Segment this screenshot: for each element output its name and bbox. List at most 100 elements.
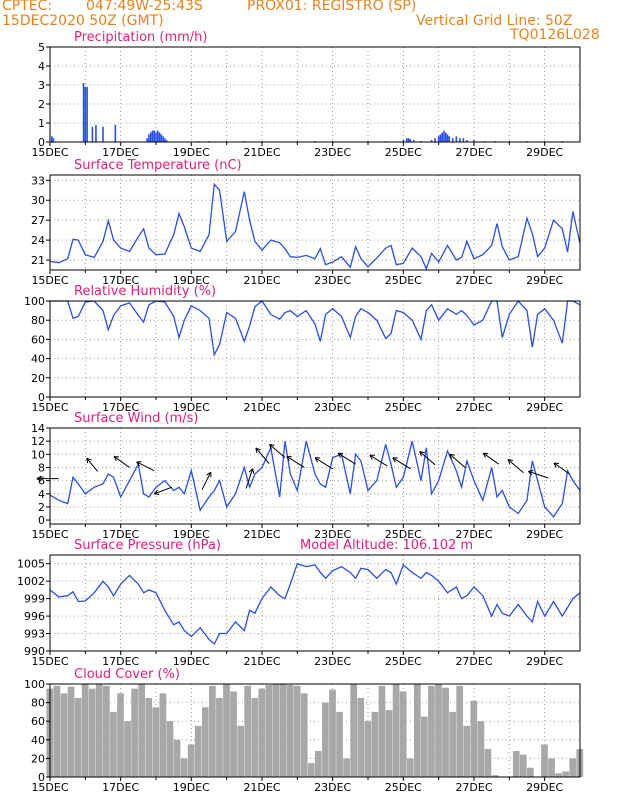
header-grid-note: Vertical Grid Line: 50Z — [416, 13, 573, 29]
cloud-bar — [223, 684, 230, 777]
wind-arrow — [449, 453, 466, 468]
header-datetime: 15DEC2020 50Z (GMT) — [2, 13, 164, 29]
cloud-bar — [364, 721, 372, 777]
wind-arrow — [392, 457, 411, 470]
cloud-bar — [392, 684, 400, 777]
cloud-bar — [293, 685, 301, 777]
cloud-bar — [145, 697, 153, 777]
precip-bar — [437, 136, 440, 142]
ytick-label: 100 — [24, 678, 45, 691]
ytick-label: 80 — [31, 697, 45, 710]
precip-bar — [446, 134, 449, 142]
series-line-temp — [49, 182, 581, 271]
header-code: TQ0126L028 — [510, 27, 600, 43]
cloud-bar — [194, 725, 202, 777]
precip-bar — [452, 138, 454, 142]
cloud-bar — [81, 684, 89, 777]
wind-arrow — [553, 462, 570, 475]
ytick-label: 0 — [38, 136, 45, 149]
xtick-label: 23DEC — [314, 528, 351, 541]
xtick-label: 21DEC — [243, 401, 280, 414]
cloud-bar — [272, 684, 280, 777]
ytick-label: 80 — [31, 314, 45, 327]
xtick-label: 19DEC — [173, 146, 210, 159]
xtick-label: 23DEC — [314, 274, 351, 287]
precip-bar — [91, 126, 94, 142]
xtick-label: 23DEC — [314, 655, 351, 668]
xtick-label: 27DEC — [455, 146, 492, 159]
panel-title: Surface Wind (m/s) — [74, 411, 198, 426]
wind-arrow — [86, 457, 99, 472]
xtick-label: 17DEC — [102, 146, 139, 159]
ytick-label: 40 — [31, 734, 45, 747]
wind-arrow — [269, 443, 286, 458]
cloud-bar — [428, 685, 435, 777]
ytick-label: 993 — [24, 628, 45, 641]
xtick-label: 23DEC — [314, 146, 351, 159]
xtick-label: 29DEC — [526, 528, 563, 541]
precip-bar — [402, 140, 405, 142]
xtick-label: 17DEC — [102, 528, 139, 541]
xtick-label: 29DEC — [526, 146, 563, 159]
panel-temp: 21 24 27 30 33 15DEC 17DEC 19DEC 21DEC 23DEC 25DEC… — [31, 158, 581, 287]
wind-arrow — [314, 457, 333, 470]
precip-bar — [407, 138, 410, 142]
header-org: CPTEC: — [2, 0, 53, 14]
cloud-bar — [201, 707, 209, 777]
precip-bar — [146, 138, 148, 142]
ytick-label: 100 — [24, 295, 45, 308]
xtick-label: 29DEC — [526, 781, 563, 794]
ytick-label: 1 — [38, 117, 45, 130]
precip-bar — [50, 136, 53, 142]
cloud-bar — [548, 758, 555, 777]
ytick-label: 5 — [38, 41, 45, 54]
cloud-bar — [555, 773, 562, 777]
xtick-label: 29DEC — [526, 655, 563, 668]
precip-bar — [409, 139, 412, 142]
xtick-label: 21DEC — [243, 655, 280, 668]
precip-bar — [114, 124, 117, 142]
cloud-bar — [541, 744, 548, 777]
cloud-bar — [230, 691, 237, 777]
precip-bar — [148, 134, 150, 142]
xtick-label: 27DEC — [455, 274, 492, 287]
cloud-bar — [519, 754, 527, 777]
series-line-wind — [49, 441, 581, 518]
cloud-bar — [512, 750, 520, 777]
cloud-bar — [110, 711, 117, 777]
xtick-label: 19DEC — [173, 401, 210, 414]
grid-wind — [50, 428, 580, 524]
cloud-bar — [442, 687, 449, 777]
cloud-bar — [343, 758, 350, 777]
precip-bar — [151, 130, 154, 142]
precip-bar — [102, 126, 104, 142]
cloud-bar — [449, 711, 456, 777]
ytick-label: 33 — [31, 174, 45, 187]
cloud-bar — [329, 689, 336, 777]
xtick-label: 17DEC — [102, 274, 139, 287]
wind-arrow — [369, 454, 388, 467]
precip-bar — [155, 132, 157, 142]
xtick-label: 25DEC — [385, 401, 422, 414]
xtick-label: 25DEC — [385, 781, 422, 794]
precip-bar — [156, 130, 159, 142]
ytick-label: 4 — [38, 60, 45, 73]
panel-title: Cloud Cover (%) — [74, 667, 180, 682]
cloud-bar — [95, 684, 103, 777]
ytick-label: 10 — [31, 448, 45, 461]
header-coords: 047:49W-25:43S — [86, 0, 203, 14]
precip-bar — [439, 134, 442, 142]
precip-bar — [413, 140, 415, 142]
ytick-label: 0 — [38, 771, 45, 784]
precip-bar — [406, 138, 408, 142]
ytick-label: 990 — [24, 645, 45, 658]
xtick-label: 17DEC — [102, 655, 139, 668]
cloud-bar — [53, 685, 61, 777]
cloud-bar — [315, 750, 322, 777]
grid-temp — [50, 175, 580, 270]
precip-bar — [165, 140, 168, 142]
xtick-label: 21DEC — [243, 274, 280, 287]
ytick-label: 8 — [38, 461, 45, 474]
xtick-label: 27DEC — [455, 401, 492, 414]
cloud-bar — [180, 758, 188, 777]
